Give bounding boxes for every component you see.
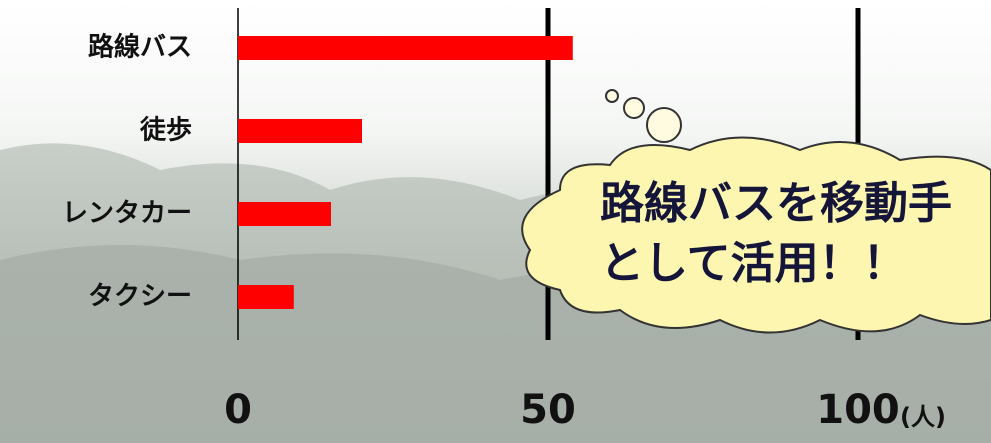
bubble <box>605 89 619 103</box>
bar <box>238 285 294 310</box>
annotation: 路線バスを移動手 <box>600 178 952 229</box>
bubble <box>623 97 645 119</box>
y-tick-label: タクシー <box>88 282 192 312</box>
bubble <box>646 107 682 143</box>
y-tick-label: 徒歩 <box>139 116 192 146</box>
annotation: として活用！！ <box>600 238 907 289</box>
y-tick-label: 路線バス <box>88 32 192 63</box>
callout: 路線バスを移動手 として活用！！ <box>521 89 991 334</box>
x-tick-label: 100 <box>816 387 900 433</box>
bar <box>238 202 331 227</box>
bar <box>238 36 573 60</box>
cloud <box>521 136 991 334</box>
x-tick-label: 50 <box>520 387 576 433</box>
x-tick-label: 0 <box>224 387 252 433</box>
y-tick-label: レンタカー <box>62 199 192 229</box>
bar <box>238 119 362 144</box>
x-unit: (人) <box>900 403 946 431</box>
